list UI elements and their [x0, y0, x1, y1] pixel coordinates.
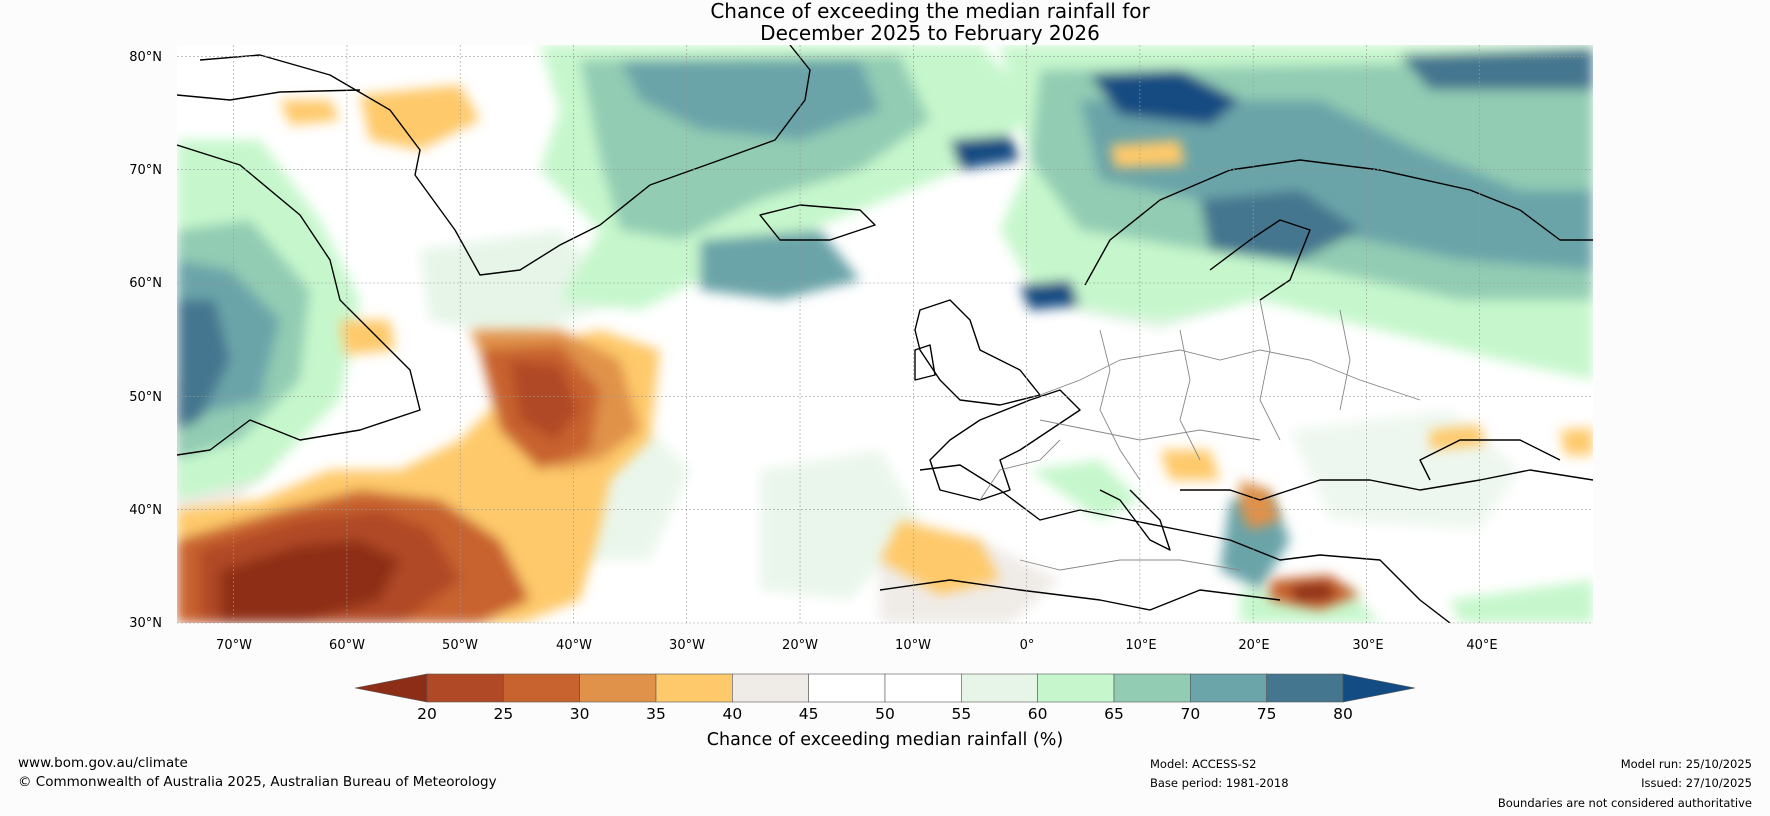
lon-tick-label: 20°E: [1238, 638, 1269, 653]
colorbar-bin: [1037, 673, 1115, 703]
lon-tick-label: 30°E: [1352, 638, 1383, 653]
colorbar-bin: [503, 673, 580, 703]
colorbar: 20 25 30 35 40 45 50 55 60 65 70 75 80: [354, 673, 1416, 723]
colorbar-tick-label: 40: [722, 705, 742, 723]
lon-tick-label: 20°W: [782, 638, 818, 653]
map-panel: [177, 45, 1593, 624]
colorbar-extend-high: [1342, 673, 1416, 703]
lon-tick-label: 10°E: [1125, 638, 1156, 653]
colorbar-tick-label: 35: [646, 705, 666, 723]
colorbar-bin: [808, 673, 886, 703]
colorbar-tick-label: 25: [493, 705, 513, 723]
colorbar-tick-label: 45: [799, 705, 819, 723]
model-name: Model: ACCESS-S2: [1150, 757, 1257, 771]
colorbar-tick-label: 30: [570, 705, 590, 723]
colorbar-tick-label: 70: [1180, 705, 1200, 723]
lon-tick-label: 40°W: [556, 638, 592, 653]
lat-tick-label: 50°N: [129, 390, 162, 405]
lat-tick-label: 60°N: [129, 276, 162, 291]
rainfall-probability-field: [177, 45, 1593, 623]
lat-tick-label: 70°N: [129, 163, 162, 178]
dry-regions: [177, 85, 1593, 623]
colorbar-bin: [1190, 673, 1267, 703]
issued-date: Issued: 27/10/2025: [1641, 776, 1752, 790]
website-link[interactable]: www.bom.gov.au/climate: [18, 755, 188, 771]
colorbar-bin: [655, 673, 733, 703]
chart-title-line2: December 2025 to February 2026: [760, 21, 1100, 45]
country-borders: [979, 299, 1421, 571]
colorbar-bin: [579, 673, 657, 703]
base-period: Base period: 1981-2018: [1150, 776, 1289, 790]
wet-regions: [177, 45, 1593, 623]
colorbar-label: Chance of exceeding median rainfall (%): [707, 730, 1063, 750]
lon-tick-label: 0°: [1020, 638, 1035, 653]
lon-axis: 70°W 60°W 50°W 40°W 30°W 20°W 10°W 0° 10…: [216, 638, 1498, 653]
lat-tick-label: 40°N: [129, 503, 162, 518]
lon-tick-label: 40°E: [1466, 638, 1497, 653]
disclaimer: Boundaries are not considered authoritat…: [1497, 796, 1752, 810]
coastlines: [177, 45, 1593, 623]
colorbar-tick-label: 65: [1104, 705, 1124, 723]
lon-tick-label: 70°W: [216, 638, 252, 653]
graticule: [177, 45, 1593, 624]
lat-axis: 80°N 70°N 60°N 50°N 40°N 30°N: [129, 50, 162, 631]
colorbar-tick-label: 50: [875, 705, 895, 723]
lat-tick-label: 30°N: [129, 616, 162, 631]
colorbar-extend-low: [354, 673, 428, 703]
colorbar-tick-label: 20: [417, 705, 437, 723]
colorbar-tick-label: 55: [951, 705, 971, 723]
colorbar-bin: [1266, 673, 1344, 703]
colorbar-tick-label: 75: [1257, 705, 1277, 723]
lon-tick-label: 60°W: [329, 638, 365, 653]
colorbar-bin: [732, 673, 809, 703]
colorbar-bin: [1113, 673, 1191, 703]
lon-tick-label: 30°W: [669, 638, 705, 653]
copyright-text: © Commonwealth of Australia 2025, Austra…: [18, 774, 497, 790]
lon-tick-label: 10°W: [895, 638, 931, 653]
lon-tick-label: 50°W: [442, 638, 478, 653]
colorbar-tick-label: 60: [1028, 705, 1048, 723]
colorbar-bin: [961, 673, 1038, 703]
model-run-date: Model run: 25/10/2025: [1620, 757, 1752, 771]
chart-title-line1: Chance of exceeding the median rainfall …: [710, 0, 1150, 23]
lat-tick-label: 80°N: [129, 50, 162, 65]
colorbar-bin: [426, 673, 504, 703]
colorbar-tick-label: 80: [1333, 705, 1353, 723]
colorbar-bin: [884, 673, 962, 703]
